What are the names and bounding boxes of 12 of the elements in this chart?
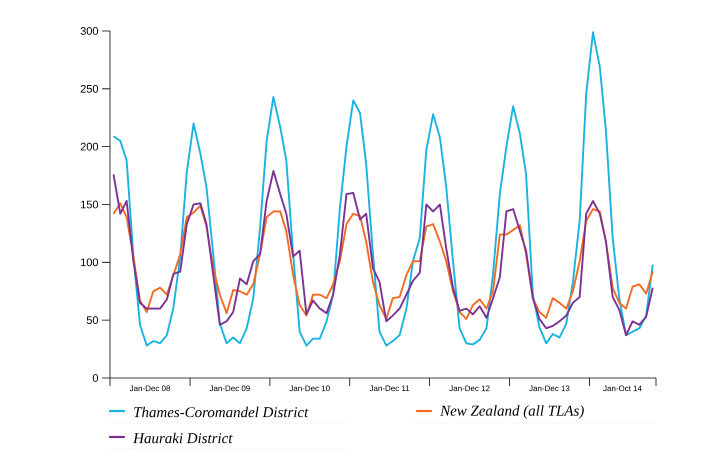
y-tick-label: 150 <box>81 200 98 208</box>
line-series <box>112 31 654 347</box>
y-tick-label: 0 <box>92 374 98 382</box>
y-tick-label: 100 <box>81 258 98 266</box>
legend-label: Thames-Coromandel District <box>134 406 309 418</box>
line-series <box>112 202 654 320</box>
y-tick-label: 250 <box>80 84 98 93</box>
y-tick-label: 50 <box>86 316 98 324</box>
y-tick-label: 300 <box>80 27 98 35</box>
y-tick-label: 200 <box>80 142 98 151</box>
legend-label: New Zealand (all TLAs) <box>440 405 584 419</box>
legend-label: Hauraki District <box>133 432 233 444</box>
